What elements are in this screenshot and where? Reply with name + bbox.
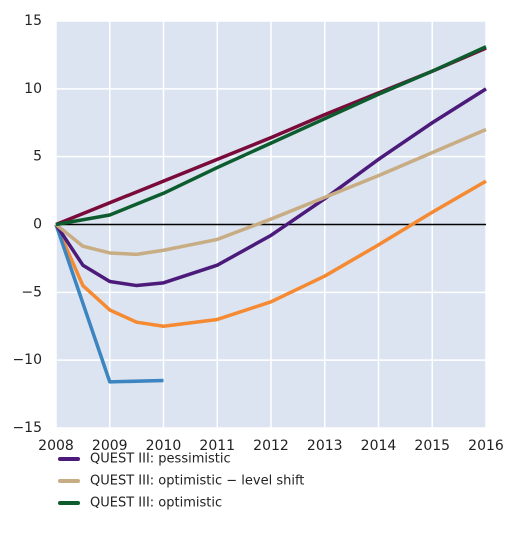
y-tick-label: 0 bbox=[33, 217, 42, 233]
series-line bbox=[54, 223, 164, 384]
y-tick-label: 15 bbox=[24, 13, 42, 29]
series-line bbox=[54, 127, 487, 257]
series-line bbox=[55, 45, 487, 227]
x-tick-label: 2010 bbox=[146, 438, 182, 454]
x-tick-label: 2012 bbox=[253, 438, 289, 454]
y-tick-label: −5 bbox=[21, 284, 42, 300]
legend-label: QUEST III: pessimistic bbox=[90, 452, 231, 467]
x-tick-label: 2009 bbox=[92, 438, 128, 454]
x-tick-label: 2008 bbox=[38, 438, 74, 454]
y-tick-label: 10 bbox=[24, 81, 42, 97]
x-tick-label: 2014 bbox=[361, 438, 397, 454]
x-tick-label: 2015 bbox=[414, 438, 450, 454]
legend-label: QUEST III: optimistic bbox=[90, 496, 222, 511]
y-tick-label: −15 bbox=[12, 420, 42, 436]
legend-label: QUEST III: optimistic − level shift bbox=[90, 474, 304, 489]
y-tick-label: 5 bbox=[33, 149, 42, 165]
y-tick-label: −10 bbox=[12, 352, 42, 368]
series-line bbox=[54, 179, 487, 328]
x-tick-label: 2016 bbox=[468, 438, 504, 454]
series-line bbox=[54, 87, 487, 288]
x-tick-label: 2013 bbox=[307, 438, 343, 454]
legend: QUEST III: pessimistic QUEST III: optimis… bbox=[58, 452, 304, 511]
x-tick-label: 2011 bbox=[199, 438, 235, 454]
